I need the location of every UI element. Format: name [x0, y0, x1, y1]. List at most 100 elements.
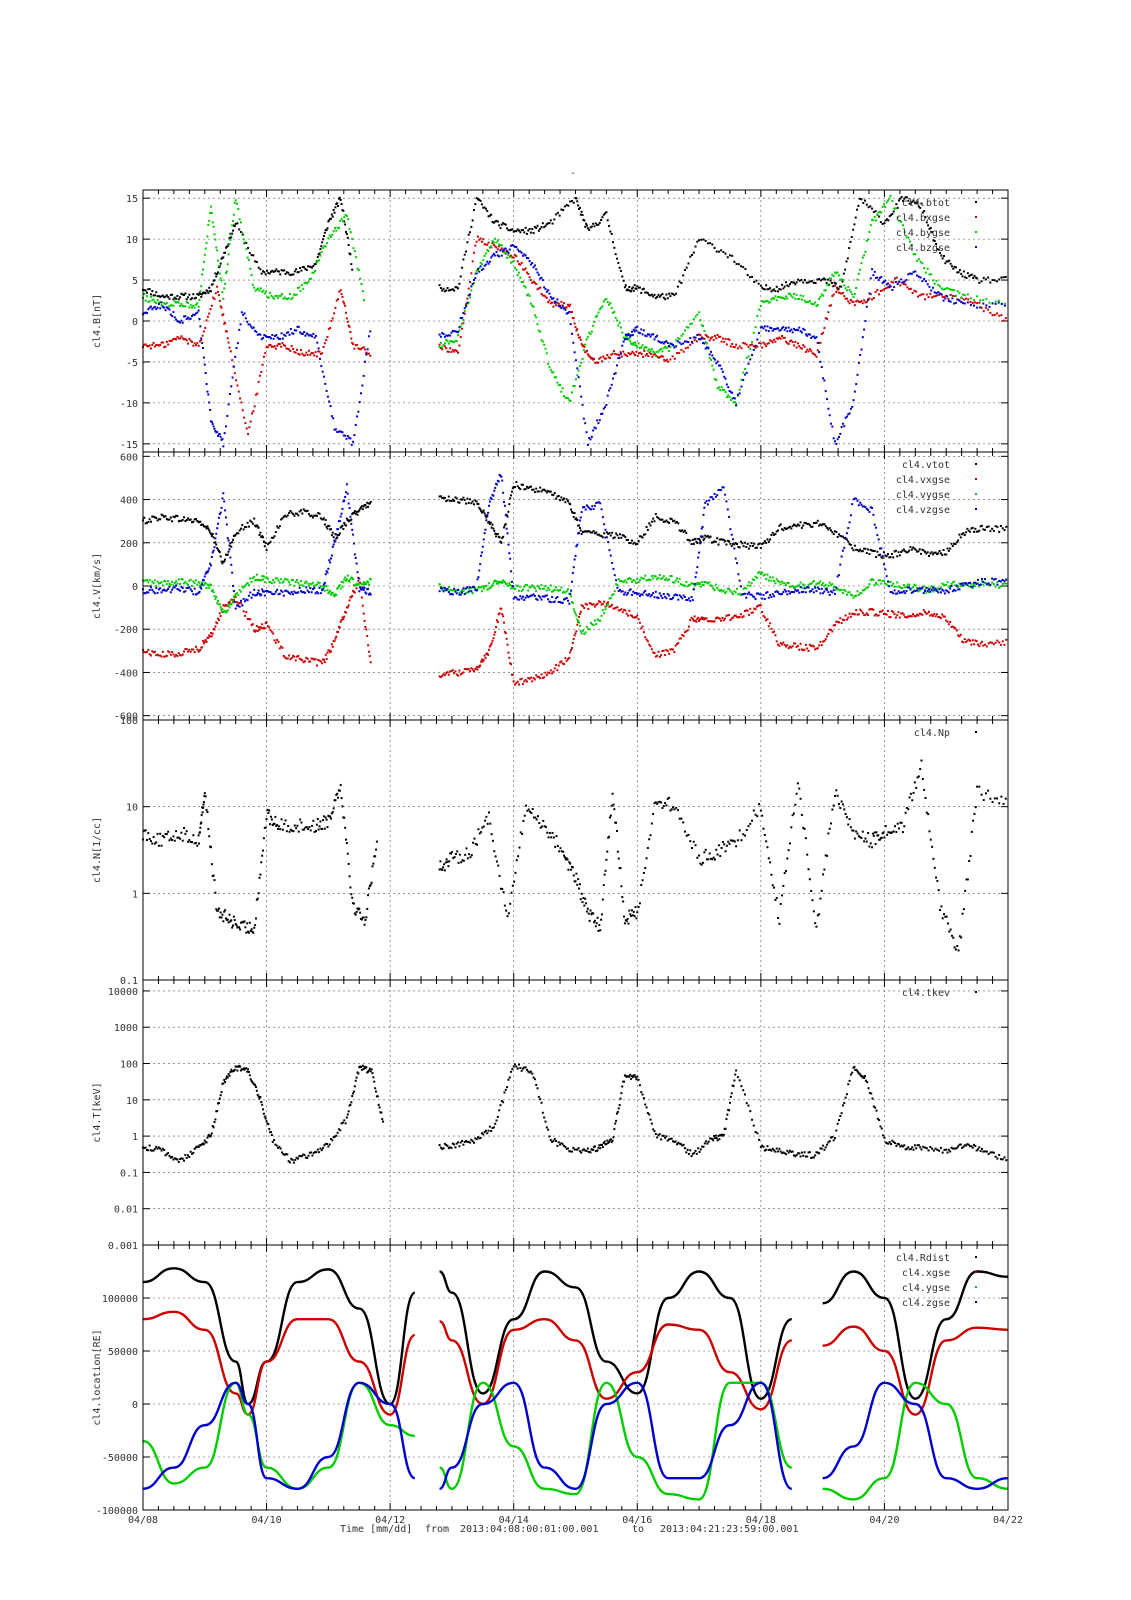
data-point-cl4.vxgse: [521, 678, 523, 680]
data-point-cl4.vygse: [652, 577, 654, 579]
data-point-cl4.vygse: [751, 582, 753, 584]
data-point-cl4.vygse: [829, 582, 831, 584]
data-point-cl4.bxgse: [880, 290, 882, 292]
data-point-cl4.vxgse: [580, 611, 582, 613]
data-point-cl4.btot: [222, 256, 224, 258]
data-point-cl4.vzgse: [229, 557, 231, 559]
data-point-cl4.bygse: [597, 312, 599, 314]
data-point-cl4.bygse: [827, 284, 829, 286]
data-point-cl4.vzgse: [583, 506, 585, 508]
data-point-cl4.vxgse: [363, 613, 365, 615]
y-axis-title: cl4.B[nT]: [92, 294, 103, 348]
data-point-cl4.vtot: [211, 535, 213, 537]
data-point-cl4.vtot: [509, 497, 511, 499]
data-point-cl4.vxgse: [568, 657, 570, 659]
data-point-cl4.bxgse: [593, 358, 595, 360]
data-point-cl4.bzgse: [486, 261, 488, 263]
data-point-cl4.vtot: [868, 553, 870, 555]
data-point-cl4.vzgse: [648, 593, 650, 595]
data-point-cl4.vygse: [630, 578, 632, 580]
data-point-cl4.btot: [983, 277, 985, 279]
data-point-cl4.btot: [326, 229, 328, 231]
data-point-cl4.btot: [535, 227, 537, 229]
data-point-cl4.btot: [294, 270, 296, 272]
data-point-cl4.bygse: [325, 246, 327, 248]
data-point-cl4.bxgse: [694, 339, 696, 341]
data-point-cl4.bzgse: [480, 265, 482, 267]
data-point-cl4.vygse: [546, 589, 548, 591]
data-point-cl4.vtot: [342, 528, 344, 530]
data-point-cl4.bxgse: [755, 347, 757, 349]
data-point-cl4.vxgse: [266, 621, 268, 623]
data-point-cl4.btot: [597, 224, 599, 226]
data-point-cl4.bygse: [1004, 303, 1006, 305]
data-point-cl4.vxgse: [216, 622, 218, 624]
data-point-cl4.btot: [693, 252, 695, 254]
data-point-cl4.vtot: [1002, 527, 1004, 529]
data-point-cl4.bygse: [544, 348, 546, 350]
data-point-cl4.vzgse: [576, 544, 578, 546]
data-point-cl4.vzgse: [624, 591, 626, 593]
data-point-cl4.btot: [630, 290, 632, 292]
data-point-cl4.bzgse: [582, 404, 584, 406]
data-point-cl4.vtot: [879, 554, 881, 556]
data-point-cl4.bzgse: [352, 441, 354, 443]
data-point-cl4.btot: [265, 273, 267, 275]
data-point-cl4.vxgse: [493, 634, 495, 636]
data-point-cl4.bzgse: [559, 305, 561, 307]
data-point-cl4.vtot: [974, 528, 976, 530]
data-point-cl4.vtot: [829, 527, 831, 529]
data-point-cl4.vxgse: [564, 657, 566, 659]
data-point-cl4.btot: [640, 292, 642, 294]
data-point-cl4.bzgse: [656, 335, 658, 337]
data-point-cl4.bzgse: [615, 372, 617, 374]
data-point-cl4.vzgse: [478, 570, 480, 572]
data-point-cl4.bygse: [338, 227, 340, 229]
data-point-cl4.btot: [802, 281, 804, 283]
data-point-cl4.vtot: [790, 527, 792, 529]
data-point-cl4.vxgse: [321, 662, 323, 664]
data-point-cl4.vxgse: [896, 614, 898, 616]
data-point-cl4.bxgse: [926, 294, 928, 296]
data-point-cl4.vygse: [261, 575, 263, 577]
data-point-cl4.vygse: [207, 584, 209, 586]
data-point-cl4.vygse: [616, 584, 618, 586]
data-point-cl4.bzgse: [734, 397, 736, 399]
data-point-cl4.bzgse: [360, 392, 362, 394]
data-point-cl4.vtot: [470, 502, 472, 504]
data-point-cl4.btot: [457, 287, 459, 289]
data-point-cl4.bxgse: [873, 297, 875, 299]
data-point-cl4.vxgse: [307, 658, 309, 660]
data-point-cl4.vtot: [715, 541, 717, 543]
data-point-cl4.btot: [998, 278, 1000, 280]
data-point-cl4.vxgse: [693, 620, 695, 622]
data-point-cl4.bygse: [837, 271, 839, 273]
data-point-cl4.vzgse: [484, 532, 486, 534]
data-point-cl4.btot: [992, 279, 994, 281]
data-point-cl4.vtot: [911, 549, 913, 551]
data-point-cl4.btot: [698, 239, 700, 241]
data-point-cl4.vygse: [157, 581, 159, 583]
data-point-cl4.bzgse: [680, 343, 682, 345]
data-point-cl4.bygse: [680, 335, 682, 337]
data-point-cl4.vtot: [484, 512, 486, 514]
data-point-cl4.bzgse: [517, 248, 519, 250]
data-point-cl4.bzgse: [839, 433, 841, 435]
data-point-cl4.bxgse: [933, 296, 935, 298]
data-point-cl4.vtot: [361, 505, 363, 507]
data-point-cl4.btot: [560, 209, 562, 211]
data-point-cl4.vygse: [575, 613, 577, 615]
data-point-cl4.vzgse: [352, 534, 354, 536]
data-point-cl4.vxgse: [370, 661, 372, 663]
data-point-cl4.bygse: [629, 340, 631, 342]
data-point-cl4.vtot: [1000, 525, 1002, 527]
data-point-cl4.bxgse: [903, 283, 905, 285]
data-point-cl4.vtot: [345, 524, 347, 526]
data-point-cl4.btot: [869, 205, 871, 207]
data-point-cl4.vygse: [492, 584, 494, 586]
data-point-cl4.bzgse: [964, 302, 966, 304]
data-point-cl4.bygse: [522, 281, 524, 283]
data-point-cl4.vxgse: [706, 617, 708, 619]
data-point-cl4.bzgse: [489, 261, 491, 263]
data-point-cl4.vzgse: [365, 593, 367, 595]
